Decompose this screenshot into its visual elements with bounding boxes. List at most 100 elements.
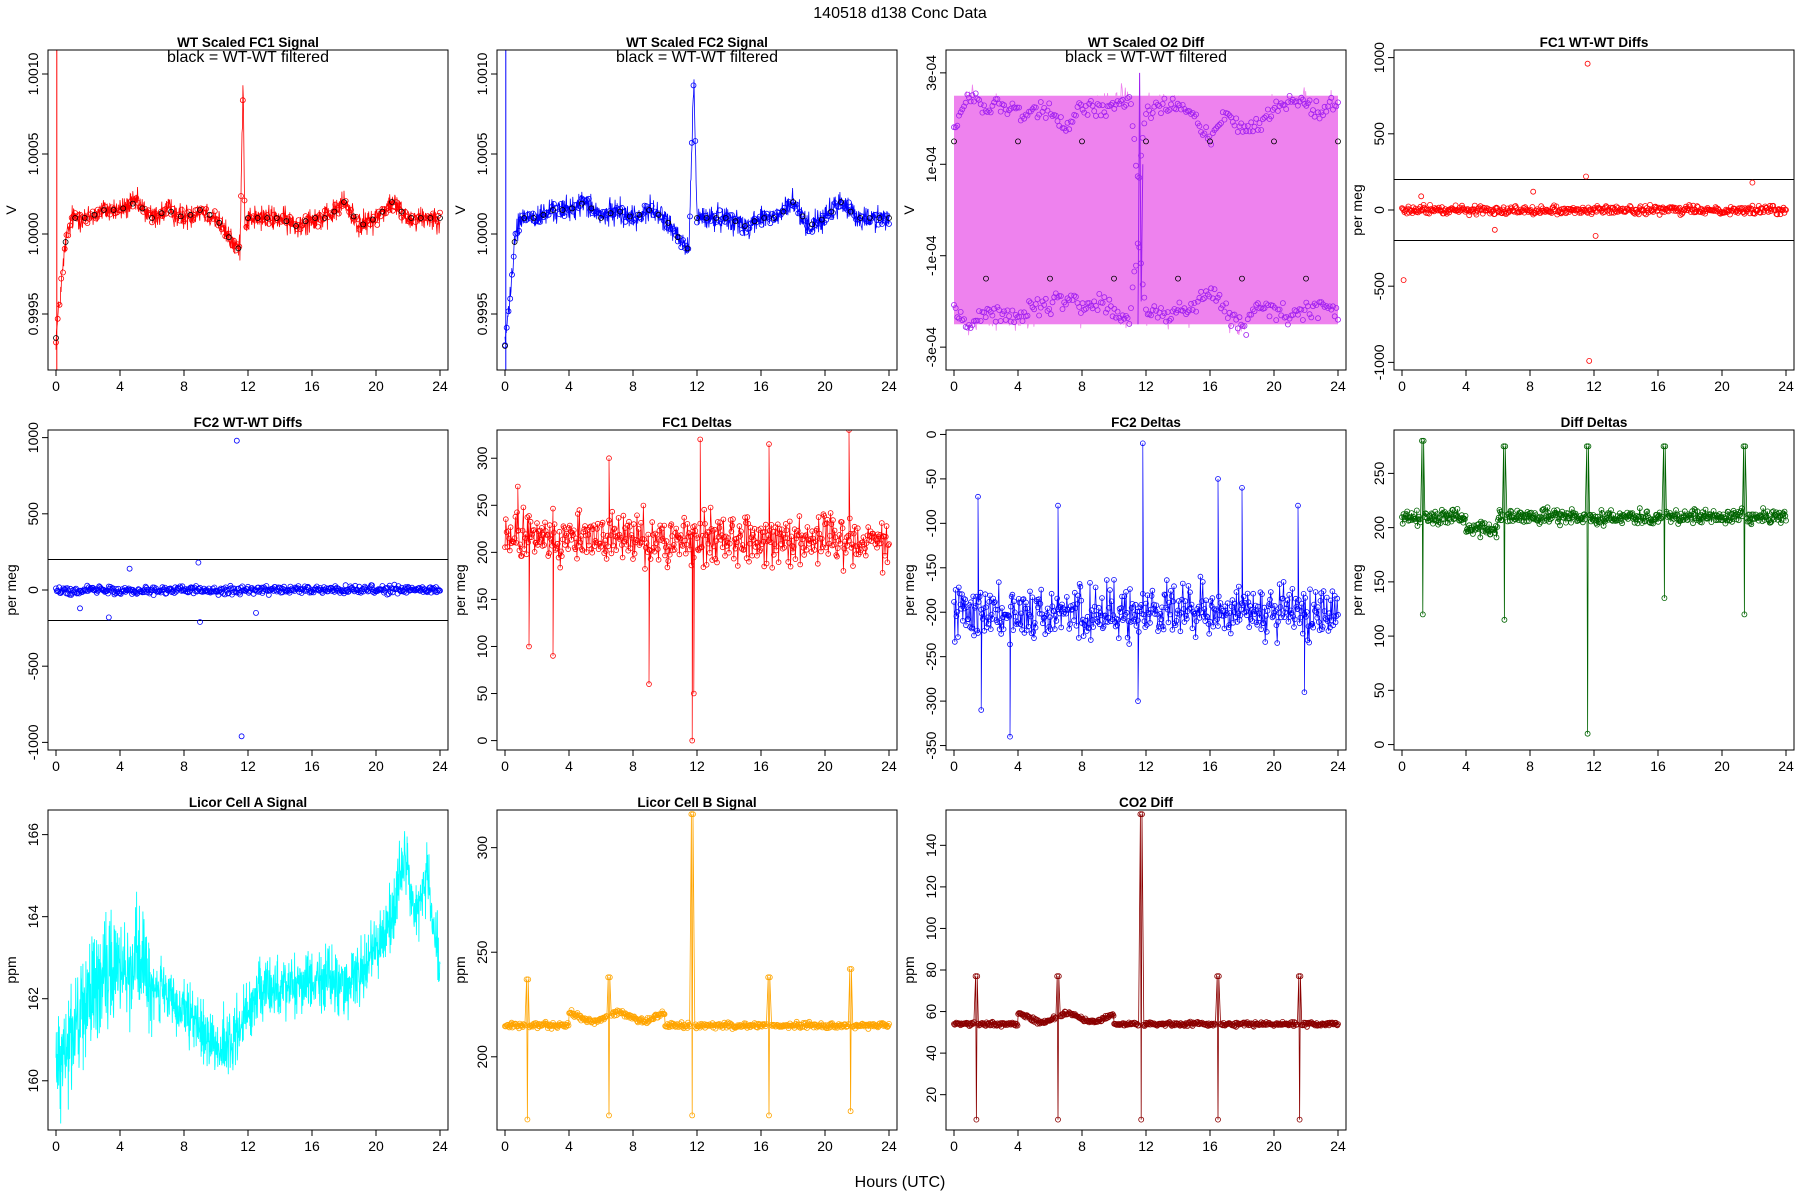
data-point bbox=[1197, 573, 1204, 580]
data-point bbox=[606, 455, 612, 462]
data-point bbox=[1258, 626, 1264, 633]
x-tick-label: 4 bbox=[1462, 378, 1470, 394]
filtered-point bbox=[91, 211, 98, 218]
data-point bbox=[1767, 519, 1774, 526]
data-point bbox=[210, 215, 217, 222]
data-point bbox=[1283, 313, 1290, 320]
data-point bbox=[830, 517, 836, 523]
data-point bbox=[1191, 113, 1198, 120]
data-point bbox=[548, 537, 555, 543]
data-point bbox=[766, 537, 772, 544]
y-tick-label: -500 bbox=[1371, 272, 1387, 300]
data-point bbox=[269, 219, 276, 226]
data-point bbox=[566, 205, 573, 212]
filtered-point bbox=[360, 221, 367, 228]
data-point bbox=[784, 200, 791, 207]
data-point bbox=[999, 605, 1005, 611]
data-point bbox=[1473, 211, 1480, 218]
x-tick-label: 0 bbox=[52, 378, 60, 394]
data-point bbox=[790, 549, 796, 556]
data-point bbox=[348, 207, 354, 213]
data-point bbox=[1076, 635, 1082, 641]
data-point bbox=[1204, 613, 1210, 620]
data-point bbox=[1025, 623, 1032, 630]
outlier-point bbox=[1592, 232, 1599, 239]
data-point bbox=[1263, 300, 1270, 307]
filtered-point bbox=[197, 207, 203, 213]
outlier-point bbox=[195, 559, 202, 566]
data-point bbox=[1278, 100, 1285, 107]
data-point bbox=[722, 218, 728, 225]
x-tick-label: 0 bbox=[1398, 758, 1406, 774]
data-point bbox=[1118, 98, 1124, 104]
data-point bbox=[1086, 624, 1092, 631]
data-point bbox=[1193, 111, 1199, 118]
filtered-point bbox=[780, 208, 787, 215]
data-point bbox=[1128, 101, 1134, 107]
plot-frame bbox=[496, 429, 898, 751]
data-point bbox=[1199, 296, 1206, 303]
data-point bbox=[837, 540, 843, 547]
data-point bbox=[1069, 606, 1076, 613]
data-point bbox=[1305, 100, 1311, 107]
data-point bbox=[577, 539, 583, 546]
data-point bbox=[1059, 306, 1066, 313]
data-point bbox=[1416, 516, 1423, 523]
data-point bbox=[1192, 610, 1198, 617]
data-point bbox=[882, 215, 889, 222]
data-point bbox=[702, 532, 709, 538]
data-point bbox=[1280, 595, 1286, 602]
data-point bbox=[1183, 613, 1189, 619]
data-point bbox=[1011, 598, 1017, 605]
data-point bbox=[430, 210, 436, 217]
filtered-point bbox=[341, 199, 347, 205]
data-point bbox=[711, 526, 718, 533]
data-point bbox=[759, 529, 766, 536]
y-tick-label: 80 bbox=[923, 962, 939, 978]
data-point bbox=[1126, 641, 1132, 647]
data-point bbox=[1284, 601, 1290, 607]
data-point bbox=[1613, 203, 1620, 210]
data-point bbox=[1275, 306, 1281, 313]
data-point bbox=[583, 549, 590, 555]
data-point bbox=[1196, 615, 1203, 621]
data-point bbox=[1331, 313, 1338, 320]
data-point bbox=[1300, 317, 1306, 323]
data-point bbox=[1523, 518, 1530, 525]
data-point bbox=[880, 533, 887, 539]
data-point bbox=[189, 217, 196, 224]
data-point bbox=[844, 206, 850, 213]
data-point bbox=[952, 124, 959, 131]
data-point bbox=[1159, 313, 1166, 319]
plot-frame bbox=[496, 809, 898, 1131]
data-point bbox=[955, 584, 962, 591]
data-point bbox=[1116, 101, 1123, 107]
data-point bbox=[605, 974, 612, 981]
filtered-point bbox=[437, 215, 443, 221]
data-point bbox=[697, 436, 703, 443]
data-point bbox=[640, 211, 646, 217]
data-point bbox=[1746, 511, 1753, 518]
data-point bbox=[1273, 98, 1280, 105]
x-tick-label: 20 bbox=[1266, 378, 1282, 394]
data-point bbox=[766, 1112, 772, 1119]
data-point bbox=[1180, 580, 1186, 587]
data-point bbox=[1006, 613, 1012, 620]
data-point bbox=[1091, 612, 1097, 619]
chart-title: Licor Cell A Signal bbox=[189, 795, 307, 810]
plot-frame bbox=[1393, 429, 1795, 751]
data-point bbox=[1024, 627, 1030, 633]
data-point bbox=[1260, 116, 1266, 122]
data-point bbox=[840, 203, 847, 210]
data-point bbox=[1248, 311, 1255, 318]
data-point bbox=[1201, 295, 1208, 302]
data-point bbox=[1465, 528, 1472, 534]
data-point bbox=[1250, 590, 1256, 597]
data-point bbox=[1139, 811, 1145, 818]
data-point bbox=[1221, 625, 1228, 632]
data-point bbox=[720, 215, 727, 222]
data-point bbox=[1272, 608, 1279, 615]
data-point bbox=[517, 216, 524, 223]
x-tick-label: 12 bbox=[689, 1138, 705, 1154]
data-point bbox=[1321, 1021, 1328, 1028]
